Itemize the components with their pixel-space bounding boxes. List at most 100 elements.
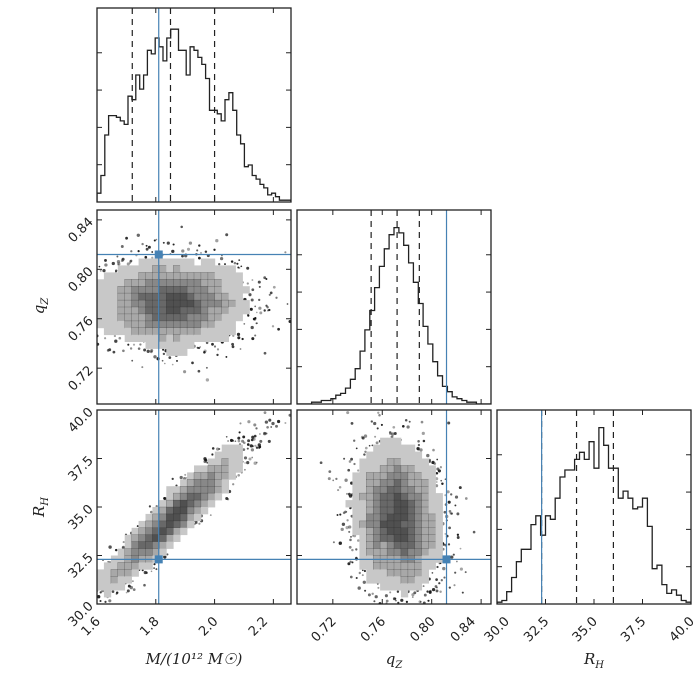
y-tick-label-RH: 32.5 (66, 551, 97, 582)
density-contour-cell (145, 562, 153, 570)
density-contour-cell (228, 279, 236, 287)
density-contour-cell (407, 527, 416, 536)
sample-point (108, 545, 112, 549)
density-contour-cell (117, 292, 126, 301)
density-contour-cell (235, 279, 243, 287)
density-contour-cell (373, 562, 381, 570)
density-contour-cell (131, 286, 140, 294)
sample-point (456, 533, 460, 536)
sample-point (435, 481, 438, 483)
density-contour-cell (159, 258, 167, 266)
sample-point (337, 489, 340, 492)
density-contour-cell (194, 513, 202, 522)
sample-point (365, 614, 367, 616)
axis-label-subscript: H (594, 660, 604, 671)
sample-point (406, 617, 408, 619)
density-contour-cell (207, 265, 216, 273)
sample-point (145, 247, 149, 251)
sample-point (456, 560, 458, 563)
density-contour-cell (124, 313, 133, 322)
histogram-step-line (497, 426, 691, 604)
sample-point (251, 288, 255, 292)
sample-point (89, 301, 92, 304)
sample-point (438, 562, 441, 565)
density-contour-cell (193, 279, 202, 287)
density-contour-cell (407, 569, 416, 577)
density-contour-cell (359, 513, 367, 522)
sample-point (338, 486, 342, 489)
density-contour-cell (359, 458, 367, 466)
sample-point (275, 424, 278, 428)
x-tick-label-M: 1.8 (137, 614, 162, 639)
sample-point (348, 525, 352, 529)
sample-point (361, 574, 364, 577)
density-contour-cell (380, 444, 388, 452)
density-contour-cell (214, 272, 223, 280)
sample-point (117, 262, 121, 266)
density-contour-cell (159, 520, 167, 529)
density-contour-cell (221, 444, 229, 452)
sample-point (348, 545, 352, 549)
density-contour-cell (131, 292, 140, 301)
sample-point (340, 527, 344, 532)
density-contour-cell (435, 493, 443, 501)
sample-point (361, 436, 365, 440)
sample-point (225, 497, 229, 500)
density-contour-cell (386, 479, 395, 487)
density-contour-cell (200, 492, 209, 501)
density-contour-cell (373, 499, 381, 508)
sample-point (84, 296, 87, 299)
sample-point (412, 369, 414, 371)
sample-point (437, 469, 441, 473)
sample-point (423, 593, 427, 597)
sample-point (73, 603, 76, 606)
sample-point (396, 611, 398, 613)
density-contour-cell (207, 313, 216, 322)
density-contour-cell (131, 527, 139, 536)
density-contour-cell (221, 306, 230, 315)
sample-point (319, 461, 323, 465)
density-contour-cell (200, 279, 209, 287)
density-contour-cell (179, 279, 188, 287)
sample-point (249, 307, 253, 311)
density-contour-cell (179, 292, 188, 301)
density-contour-cell (166, 534, 174, 543)
density-contour-cell (186, 286, 195, 294)
sample-point (350, 457, 353, 461)
density-contour-cell (373, 444, 381, 452)
density-contour-cell (172, 292, 181, 301)
density-contour-cell (172, 272, 181, 280)
sample-point (378, 414, 381, 417)
sample-point (360, 614, 363, 617)
sample-point (386, 641, 389, 644)
density-contour-cell (221, 458, 230, 467)
sample-point (409, 612, 412, 615)
sample-point (443, 510, 447, 514)
density-contour-cell (159, 279, 167, 287)
density-contour-cell (193, 472, 202, 480)
density-contour-cell (200, 258, 209, 266)
sample-point (237, 439, 241, 443)
density-contour-cell (124, 562, 133, 570)
density-contour-cell (228, 465, 236, 473)
density-contour-cell (138, 327, 147, 336)
sample-point (143, 348, 147, 352)
density-contour-cell (214, 265, 223, 273)
density-contour-cell (124, 279, 133, 287)
sample-point (81, 314, 83, 316)
density-contour-cell (228, 313, 236, 322)
sample-point (241, 439, 245, 443)
density-contour-cell (200, 465, 209, 473)
sample-point (435, 471, 439, 475)
sample-point (102, 268, 106, 273)
density-contour-cell (386, 569, 395, 577)
density-contour-cell (373, 451, 381, 459)
density-contour-cell (393, 527, 402, 536)
density-contour-cell (221, 334, 229, 342)
sample-point (218, 263, 221, 266)
density-contour-cell (187, 472, 195, 480)
sample-point (355, 548, 358, 551)
sample-point (384, 594, 388, 598)
sample-point (251, 337, 255, 341)
density-contour-cell (166, 486, 174, 494)
